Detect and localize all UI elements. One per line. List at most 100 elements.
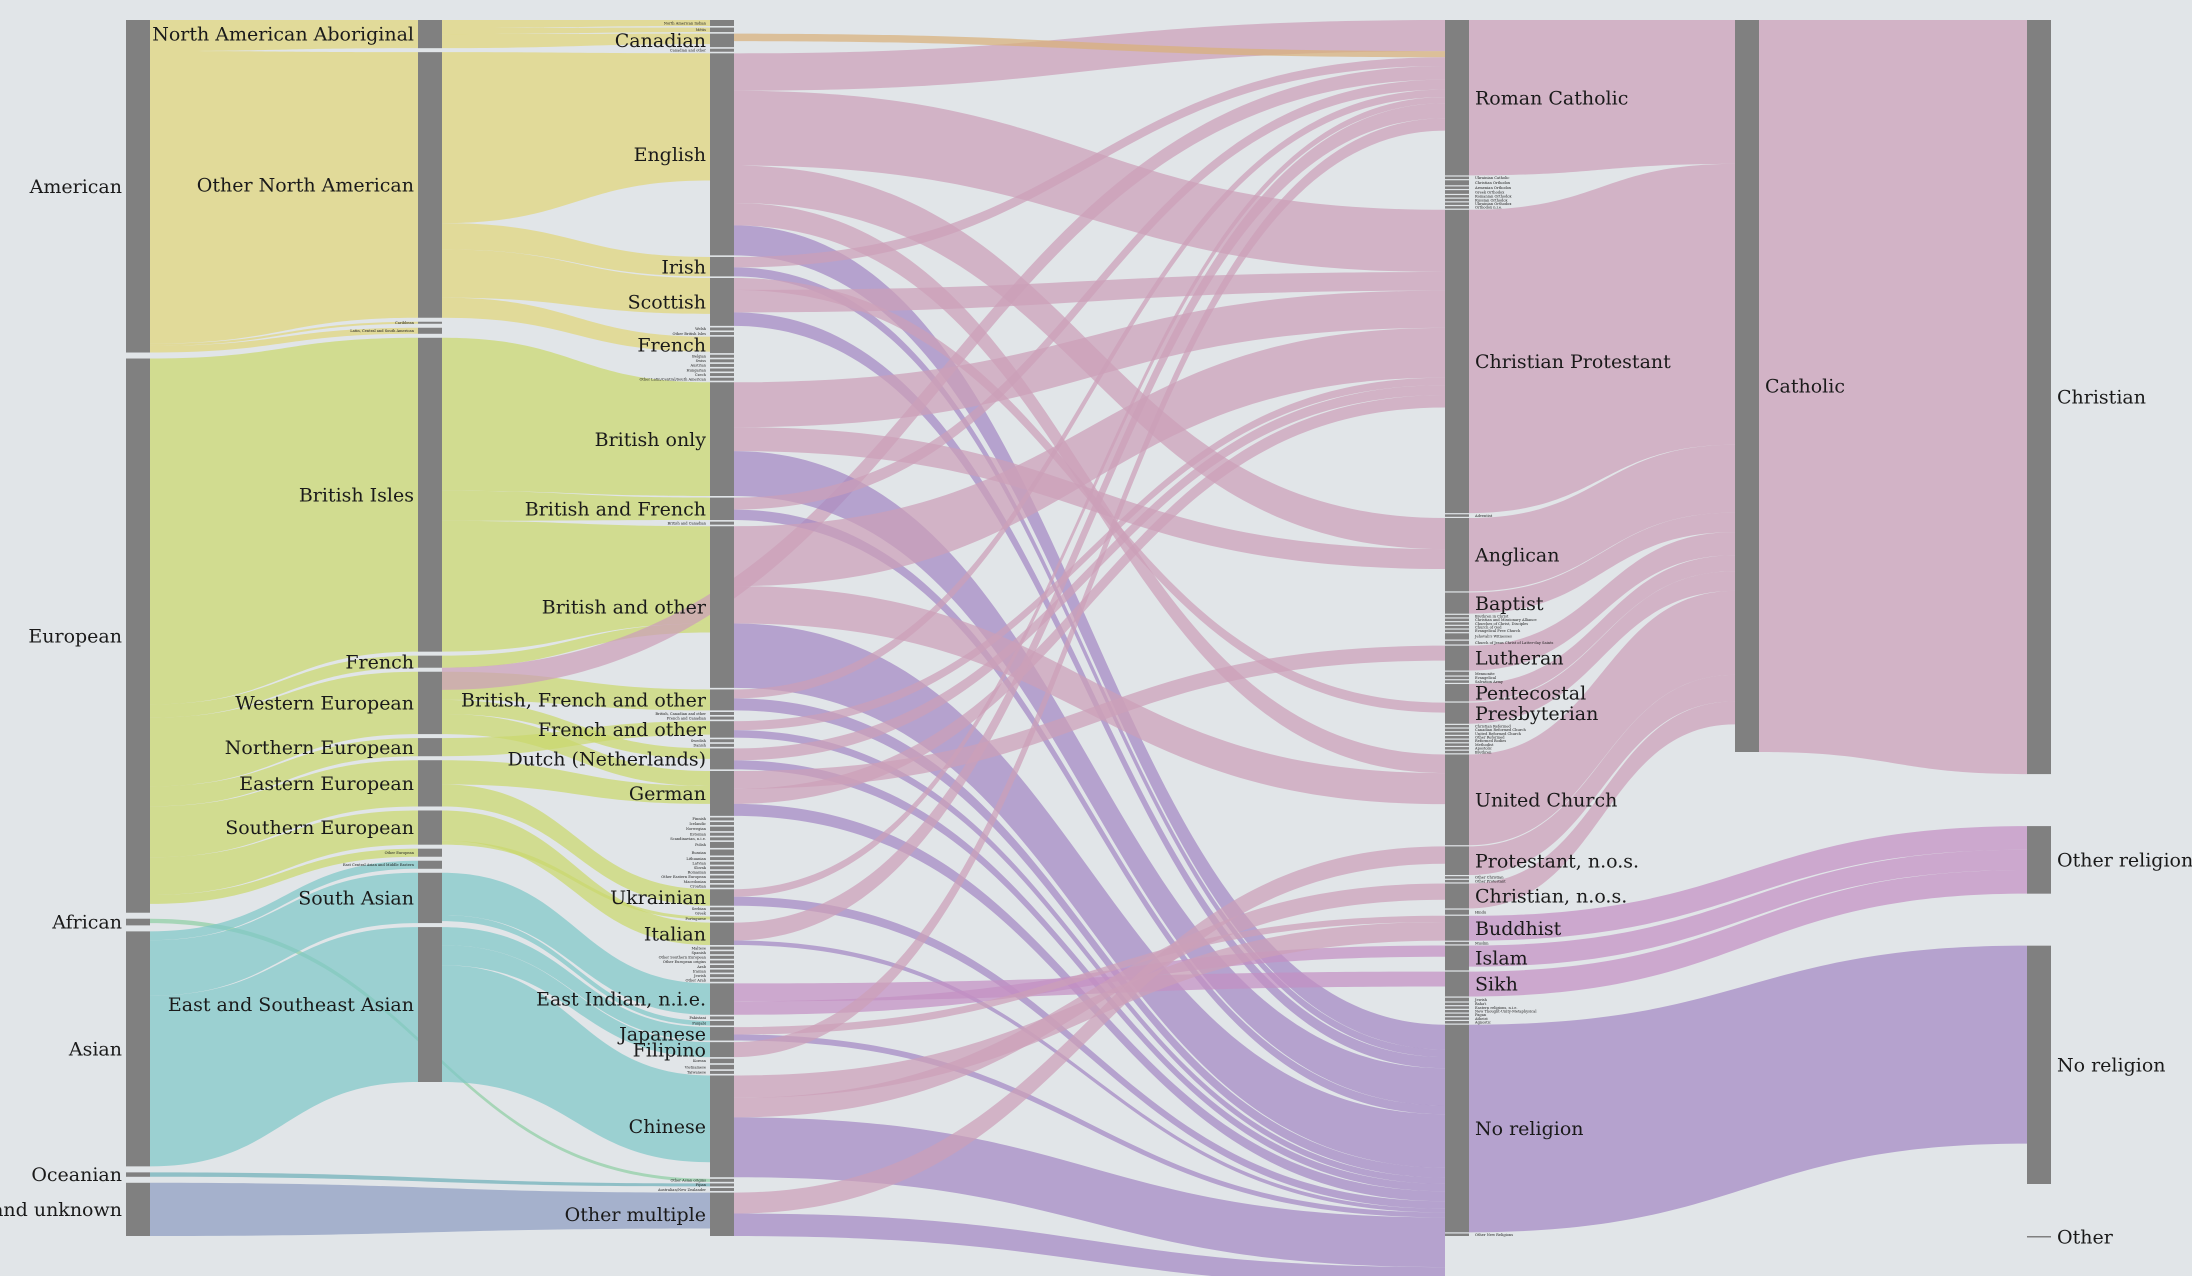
node-denomination-orthodox-n-i-e[interactable] xyxy=(1445,206,1469,209)
flow-link-protestant-n-o-s-to-catholic[interactable] xyxy=(1469,674,1735,875)
flow-link-eastern-european-to-ukrainian[interactable] xyxy=(442,784,710,906)
node-ethnicity-latvian[interactable] xyxy=(710,861,734,865)
flow-link-baptist-to-catholic[interactable] xyxy=(1469,512,1735,614)
flow-link-east-and-southeast-asian-to-japanese[interactable] xyxy=(442,927,710,1041)
flow-link-canadian-to-roman-catholic[interactable] xyxy=(734,33,1445,58)
node-ethnicity-hungarian[interactable] xyxy=(710,368,734,372)
node-region-east-and-southeast-asian[interactable] xyxy=(418,927,442,1082)
node-denomination-church-of-jesus-christ-of-latter-day-saints[interactable] xyxy=(1445,640,1469,645)
node-denomination-ukrainian-catholic[interactable] xyxy=(1445,176,1469,180)
flow-link-european-to-western-european[interactable] xyxy=(150,671,418,787)
node-ethnicity-french[interactable] xyxy=(710,336,734,354)
flow-link-northern-european-to-french-and-other[interactable] xyxy=(442,721,710,757)
node-ethnicity-serbian[interactable] xyxy=(710,907,734,911)
node-denomination-churches-of-christ-disciples[interactable] xyxy=(1445,622,1469,625)
node-region-caribbean[interactable] xyxy=(418,321,442,324)
node-ethnicity-estonian[interactable] xyxy=(710,832,734,836)
node-ethnicity-british-canadian-and-other[interactable] xyxy=(710,711,734,715)
node-region-western-european[interactable] xyxy=(418,671,442,735)
flow-link-british-isles-to-british-only[interactable] xyxy=(442,337,710,497)
node-denomination-evangelical[interactable] xyxy=(1445,676,1469,680)
node-denomination-pagan[interactable] xyxy=(1445,1013,1469,1017)
flow-link-western-european-to-german[interactable] xyxy=(442,713,710,786)
flow-link-british-only-to-christian-protestant[interactable] xyxy=(734,290,1445,428)
node-denomination-other-reformed[interactable] xyxy=(1445,736,1469,739)
node-region-south-asian[interactable] xyxy=(418,872,442,924)
flow-link-british-only-to-no-religion[interactable] xyxy=(734,451,1445,1106)
flow-link-no-religion-to-no-religion[interactable] xyxy=(1469,945,2027,1233)
flow-link-asian-to-south-asian[interactable] xyxy=(150,872,418,996)
node-region-latin-central-and-south-american[interactable] xyxy=(418,327,442,334)
node-denomination-canadian-reformed-church[interactable] xyxy=(1445,728,1469,732)
node-denomination-church-of-god[interactable] xyxy=(1445,625,1469,629)
node-denomination-atheist[interactable] xyxy=(1445,1017,1469,1020)
node-denomination-sikh[interactable] xyxy=(1445,971,1469,997)
node-ethnicity-maltese[interactable] xyxy=(710,946,734,950)
node-ethnicity-polish[interactable] xyxy=(710,841,734,848)
node-denomination-russian-orthodox[interactable] xyxy=(1445,198,1469,202)
flow-link-italian-to-no-religion[interactable] xyxy=(734,940,1445,1213)
node-continent-african[interactable] xyxy=(126,918,150,926)
node-ethnicity-portuguese[interactable] xyxy=(710,916,734,921)
node-denomination-agnostic[interactable] xyxy=(1445,1021,1469,1024)
node-ethnicity-finnish[interactable] xyxy=(710,817,734,821)
flow-link-north-american-aboriginal-to-m-tis[interactable] xyxy=(442,27,710,35)
node-ethnicity-other-british-isles[interactable] xyxy=(710,332,734,336)
flow-link-eastern-european-to-german[interactable] xyxy=(442,760,710,804)
node-denomination-romanian-orthodox[interactable] xyxy=(1445,195,1469,198)
flow-link-buddhist-to-other-religions[interactable] xyxy=(1469,826,2027,941)
flow-link-french-and-other-to-christian-protestant[interactable] xyxy=(734,377,1445,731)
node-ethnicity-macedonian[interactable] xyxy=(710,880,734,884)
node-denomination-no-religion[interactable] xyxy=(1445,1024,1469,1233)
node-ethnicity-slovak[interactable] xyxy=(710,866,734,870)
node-ethnicity-belgian[interactable] xyxy=(710,354,734,358)
flow-link-italian-to-roman-catholic[interactable] xyxy=(734,103,1445,941)
flow-link-european-to-other-european[interactable] xyxy=(150,848,418,904)
node-ethnicity-spanish[interactable] xyxy=(710,951,734,955)
node-ethnicity-iranian[interactable] xyxy=(710,969,734,973)
flow-link-irish-to-roman-catholic[interactable] xyxy=(734,57,1445,268)
flow-link-other-north-american-to-french[interactable] xyxy=(442,297,710,352)
flow-link-french-and-other-to-no-religion[interactable] xyxy=(734,730,1445,1184)
node-ethnicity-east-indian-n-i-e[interactable] xyxy=(710,983,734,1015)
flow-link-other-north-american-to-irish[interactable] xyxy=(442,223,710,277)
node-branch-catholic[interactable] xyxy=(1735,20,1759,752)
flow-link-european-to-eastern-european[interactable] xyxy=(150,760,418,858)
node-ethnicity-chinese[interactable] xyxy=(710,1075,734,1178)
node-ethnicity-german[interactable] xyxy=(710,770,734,816)
flow-link-dutch-netherlands-to-christian-protestant[interactable] xyxy=(734,385,1445,761)
node-ethnicity-croatian[interactable] xyxy=(710,884,734,888)
node-denomination-muslim[interactable] xyxy=(1445,941,1469,945)
flow-link-asian-to-east-and-southeast-asian[interactable] xyxy=(150,927,418,1167)
flow-link-catholic-to-christian[interactable] xyxy=(1759,20,2027,775)
node-denomination-lutheran[interactable] xyxy=(1445,645,1469,671)
flow-link-east-and-southeast-asian-to-filipino[interactable] xyxy=(442,945,710,1058)
node-ethnicity-british-and-canadian[interactable] xyxy=(710,521,734,525)
flow-link-german-to-lutheran[interactable] xyxy=(734,645,1445,789)
flow-link-british-and-other-to-christian-protestant[interactable] xyxy=(734,327,1445,587)
node-denomination-salvation-army[interactable] xyxy=(1445,680,1469,683)
node-denomination-islam[interactable] xyxy=(1445,945,1469,971)
flow-link-western-european-to-dutch-netherlands[interactable] xyxy=(442,699,710,759)
flow-link-american-to-north-american-aboriginal[interactable] xyxy=(150,20,418,52)
node-region-southern-european[interactable] xyxy=(418,810,442,845)
flow-link-other-and-unknown-to-other-multiple[interactable] xyxy=(150,1182,710,1236)
flow-link-roman-catholic-to-catholic[interactable] xyxy=(1469,20,1735,176)
flow-link-british-and-other-to-no-religion[interactable] xyxy=(734,623,1445,1168)
node-ethnicity-british-and-other[interactable] xyxy=(710,526,734,688)
flow-link-british-and-other-to-united-church[interactable] xyxy=(734,586,1445,805)
node-ethnicity-other-asian-origins[interactable] xyxy=(710,1178,734,1182)
flow-link-north-american-aboriginal-to-north-american-indian[interactable] xyxy=(442,20,710,29)
flow-link-pentecostal-to-catholic[interactable] xyxy=(1469,555,1735,702)
node-ethnicity-other-southern-european[interactable] xyxy=(710,955,734,959)
flow-link-chinese-to-christian-n-o-s[interactable] xyxy=(734,883,1445,1118)
node-region-other-european[interactable] xyxy=(418,848,442,857)
node-ethnicity-japanese[interactable] xyxy=(710,1027,734,1041)
node-ethnicity-other-arab[interactable] xyxy=(710,978,734,982)
node-ethnicity-vietnamese[interactable] xyxy=(710,1064,734,1070)
node-denomination-adventist[interactable] xyxy=(1445,514,1469,517)
node-denomination-jewish[interactable] xyxy=(1445,997,1469,1002)
node-denomination-christian-and-missionary-alliance[interactable] xyxy=(1445,618,1469,622)
node-denomination-baptist[interactable] xyxy=(1445,592,1469,614)
node-ethnicity-north-american-indian[interactable] xyxy=(710,20,734,26)
